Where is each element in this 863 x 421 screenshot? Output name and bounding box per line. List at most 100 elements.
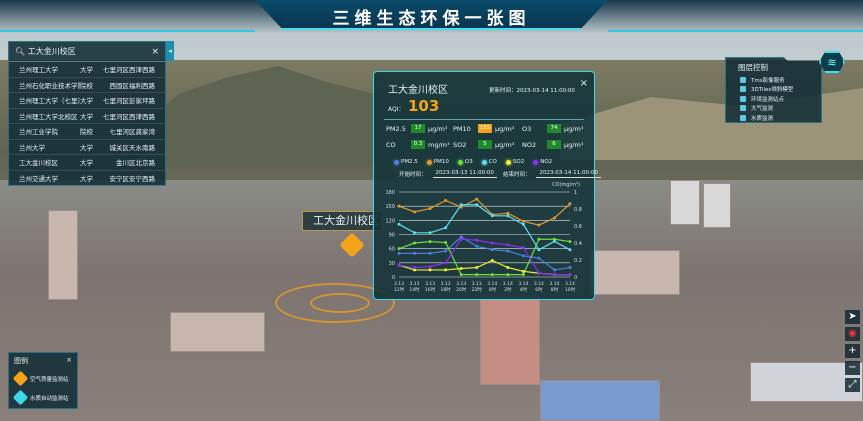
result-address: 七里河区西津西路 [103,112,155,121]
close-icon[interactable]: × [579,78,588,89]
layer-item[interactable]: 3DTiles倾斜模型 [726,85,821,95]
building [590,250,680,295]
legend-item[interactable]: PM2.5 [394,159,418,165]
right-axis-label: CO(mg/m³) [552,182,580,188]
end-time-input[interactable]: 2023-03-14 11:00:00 [536,170,601,178]
series-line-co [398,204,571,251]
layer-item[interactable]: 大气监测 [726,104,821,114]
search-result-item[interactable]: 兰州工业学院 院校 七里河区龚家湾 [9,124,165,140]
checkbox-checked-icon[interactable] [740,114,746,121]
data-point [568,266,572,270]
pollutant-reading: NO2 6 μg/m³ [522,140,583,149]
data-point [413,268,417,272]
x-tick-label: 3.13 [441,281,451,287]
pollutant-unit: mg/m³ [428,140,450,149]
checkbox-checked-icon[interactable] [740,76,746,83]
clear-search-button[interactable]: × [151,46,159,57]
pollutant-name: CO [386,140,396,149]
layer-item[interactable]: 环境监测站点 [726,94,821,104]
data-point [413,231,417,235]
data-point [397,204,401,208]
data-point [506,249,510,253]
result-address: 七里河区西津西路 [103,66,155,75]
time-range: 开始时间： 2023-03-13 11:00:00 结束时间： 2023-03-14… [399,170,601,178]
map-label[interactable]: 工大金川校区 [302,211,382,231]
fullscreen-button[interactable]: ⤢ [845,378,860,392]
x-tick-label: 0时 [489,286,497,293]
collapse-search-button[interactable]: ◂ [166,41,174,61]
layer-label: Tms影像服务 [751,77,785,84]
data-point [444,268,448,272]
data-point [428,240,432,244]
chart-legend: PM2.5 PM10 O3 CO SO2 NO2 [394,159,552,165]
data-point [428,251,432,255]
popup-title: 工大金川校区 [388,85,448,96]
zoom-out-button[interactable]: − [845,361,860,375]
checkbox-checked-icon[interactable] [740,105,746,112]
search-result-item[interactable]: 兰州理工大学 大学 七里河区西津西路 [9,62,165,78]
aqi-label: AQI： [388,106,405,113]
x-tick-label: 3.14 [487,281,497,287]
y-tick-left: 120 [385,218,395,224]
checkbox-checked-icon[interactable] [740,86,746,93]
building [750,362,863,402]
layer-item[interactable]: 水质监测 [726,113,821,123]
search-result-item[interactable]: 兰州大学 大学 城关区天水南路 [9,140,165,155]
result-type: 大学 [80,112,93,121]
start-time-input[interactable]: 2023-03-13 11:00:00 [432,170,497,178]
data-point [444,226,448,230]
result-name: 兰州交通大学 [19,174,58,183]
layer-label: 环境监测站点 [751,96,785,103]
search-result-item[interactable]: 兰州石化职业技术学院 院校 西固区福利西路 [9,78,165,93]
x-tick-label: 10时 [565,286,576,293]
y-tick-left: 150 [385,204,395,210]
legend-dot-icon [426,159,432,165]
building [540,380,660,421]
data-point [397,251,401,255]
search-result-item[interactable]: 兰州理工大学北校区 大学 七里河区西津西路 [9,109,165,124]
data-point [397,247,401,251]
result-type: 院校 [80,128,93,137]
legend-item[interactable]: CO [481,159,497,165]
legend-entry: 空气质量监测站 [9,369,77,388]
search-input[interactable]: 🔍︎ 工大金川校区 × [9,42,165,62]
search-panel: 🔍︎ 工大金川校区 × 兰州理工大学 大学 七里河区西津西路 兰州石化职业技术学院 院校西… [8,41,166,186]
pollutant-reading: SO2 5 μg/m³ [453,140,514,149]
search-result-item[interactable]: 兰州理工大学（七里河校区）大学 七里河区彭家坪路 [9,93,165,109]
search-result-item[interactable]: 兰州交通大学 大学 安宁区安宁西路 [9,171,165,186]
series-line-pm25 [399,236,571,271]
pollutant-unit: μg/m³ [564,140,584,149]
update-time: 更新时间：2023-03-14 11:00:00 [489,86,575,94]
search-result-item[interactable]: 工大金川校区 大学 金川区北京路 [9,155,165,171]
navigate-icon[interactable]: ➤ [845,310,860,324]
x-tick-label: 3.14 [518,281,528,287]
station-icon [12,370,29,387]
pollutant-name: PM10 [453,124,471,133]
search-query: 工大金川校区 [27,47,76,56]
pollutant-reading: PM10 155 μg/m³ [453,124,514,133]
data-point [506,243,510,247]
legend-item[interactable]: PM10 [426,159,449,165]
legend-label: NO2 [540,159,553,165]
y-tick-right: 0.4 [574,241,582,247]
zoom-in-button[interactable]: + [845,344,860,358]
series-line-pm10 [398,198,571,226]
pollutant-value: 6 [547,140,561,149]
compass-icon[interactable]: ◉ [845,327,860,341]
checkbox-checked-icon[interactable] [740,95,746,102]
result-address: 城关区天水南路 [109,143,156,152]
y-tick-left: 0 [392,275,395,281]
layer-item[interactable]: Tms影像服务 [726,75,821,85]
data-point [521,219,525,223]
legend-item[interactable]: O3 [457,159,473,165]
legend-item[interactable]: NO2 [533,159,552,165]
x-tick-label: 20时 [456,286,467,293]
layers-icon[interactable]: ≋ [819,51,845,73]
legend-item[interactable]: SO2 [505,159,524,165]
divider [384,119,584,120]
close-legend-button[interactable]: × [66,356,72,364]
data-point [537,248,541,252]
y-tick-left: 60 [389,247,395,253]
pollutant-name: NO2 [522,140,537,149]
series-line-o3 [398,238,571,276]
